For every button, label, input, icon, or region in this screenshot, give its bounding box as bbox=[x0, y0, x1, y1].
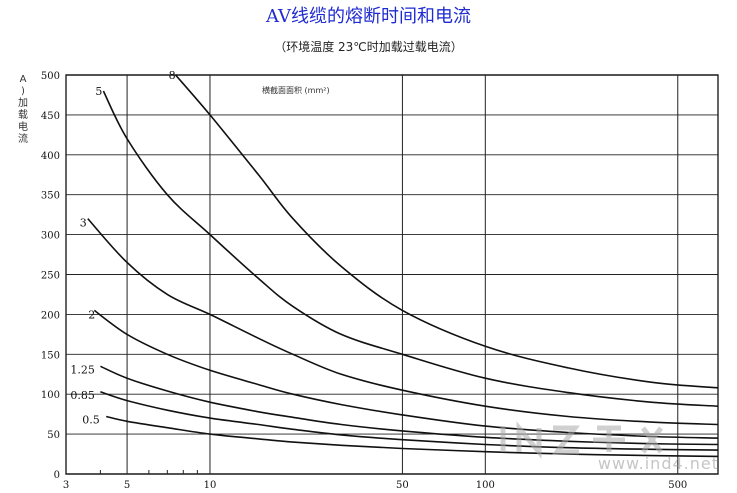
series-label: 8 bbox=[169, 69, 176, 82]
series-label: 2 bbox=[88, 308, 95, 321]
plot-frame bbox=[65, 74, 719, 475]
y-axis-label-char: A bbox=[19, 74, 27, 85]
series-line-8 bbox=[174, 74, 719, 389]
y-axis-label-char: 电 bbox=[18, 122, 28, 133]
y-tick-label: 450 bbox=[41, 111, 60, 122]
series-label: 5 bbox=[95, 85, 102, 98]
y-tick-label: 300 bbox=[41, 231, 60, 242]
series-line-5 bbox=[102, 90, 719, 407]
series-label: 3 bbox=[80, 217, 87, 230]
x-tick-label: 3 bbox=[63, 480, 69, 491]
y-axis-label: A) 加载电流 bbox=[16, 74, 30, 146]
series-line-3 bbox=[87, 218, 719, 426]
y-tick-label: 200 bbox=[41, 310, 60, 321]
grid-layer bbox=[65, 74, 719, 475]
series-line-1.25 bbox=[100, 365, 719, 446]
y-axis-label-char: 载 bbox=[18, 110, 28, 121]
y-tick-label: 500 bbox=[41, 71, 60, 82]
series-line-0.5 bbox=[106, 415, 719, 458]
label-layer: 3 5 10 50 100 500 0 50 100 150 200 250 300 350 400 450 5… bbox=[41, 69, 687, 491]
page-subtitle: （环境温度 23℃时加载过载电流） bbox=[274, 40, 463, 54]
x-tick-label: 500 bbox=[668, 480, 687, 491]
y-tick-label: 350 bbox=[41, 191, 60, 202]
y-tick-label: 100 bbox=[41, 390, 60, 401]
y-tick-label: 0 bbox=[54, 470, 60, 481]
series-label: 1.25 bbox=[70, 363, 95, 376]
y-axis-label-char: 流 bbox=[18, 134, 28, 145]
cross-section-annotation: 横截面面积 (mm²) bbox=[262, 85, 330, 95]
y-tick-label: 250 bbox=[41, 271, 60, 282]
curve-layer bbox=[87, 74, 719, 458]
x-tick-label: 50 bbox=[396, 480, 409, 491]
y-axis-label-char: ) bbox=[21, 86, 25, 97]
y-tick-label: 400 bbox=[41, 151, 60, 162]
series-line-0.85 bbox=[100, 391, 719, 451]
series-line-2 bbox=[93, 309, 719, 439]
y-axis-label-char: 加 bbox=[18, 98, 28, 109]
x-tick-label: 10 bbox=[204, 480, 217, 491]
y-tick-label: 50 bbox=[47, 430, 60, 441]
series-label: 0.85 bbox=[70, 389, 95, 402]
x-tick-label: 5 bbox=[124, 480, 130, 491]
series-label: 0.5 bbox=[82, 414, 100, 427]
page-title: AV线缆的熔断时间和电流 bbox=[265, 6, 472, 27]
y-tick-label: 150 bbox=[41, 350, 60, 361]
x-tick-label: 100 bbox=[476, 480, 495, 491]
